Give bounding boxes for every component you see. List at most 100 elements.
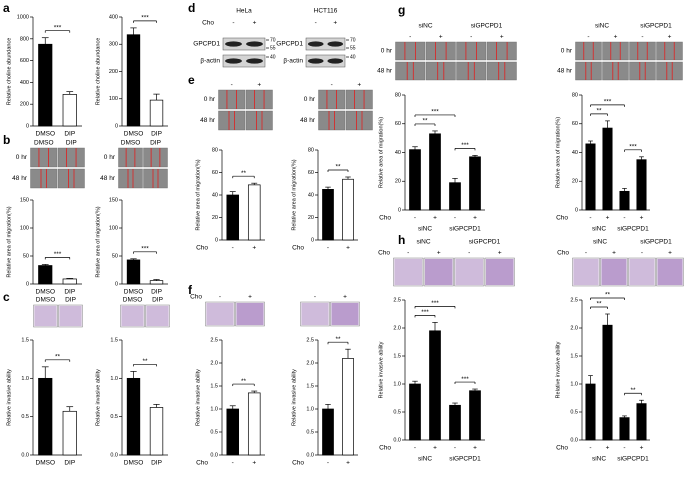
x-tick-label: -	[232, 245, 234, 252]
stain	[601, 259, 627, 285]
stain	[121, 306, 144, 326]
image-row-label: 0 hr	[204, 96, 216, 103]
micrograph	[318, 110, 346, 131]
stain	[629, 259, 655, 285]
y-tick-label: 0	[215, 237, 218, 243]
image-col-label: -	[470, 34, 472, 41]
micrograph	[575, 41, 602, 61]
marker-label: 70	[350, 37, 356, 43]
x-axis-label: Cho	[379, 215, 391, 222]
y-axis-label: Relative area of migration(%)	[555, 117, 561, 188]
cell-line: HCT116	[314, 8, 338, 15]
bar	[409, 383, 421, 441]
image-col-label: +	[500, 34, 504, 41]
y-tick-label: 0.0	[110, 452, 118, 458]
blot-band	[307, 58, 324, 64]
y-tick-label: 1.5	[570, 353, 578, 359]
y-tick-label: 2.5	[306, 337, 314, 343]
micrograph	[602, 61, 629, 81]
y-tick-label: 1.5	[21, 337, 29, 343]
micrograph	[58, 304, 83, 328]
bar	[322, 408, 334, 456]
y-tick-label: 0.5	[21, 414, 29, 420]
bar	[247, 392, 261, 456]
bar	[469, 156, 481, 211]
bar	[636, 403, 647, 441]
image-row-label: 0 hr	[104, 154, 116, 161]
micrograph	[318, 89, 346, 110]
bar	[449, 182, 461, 211]
group-label: siNC	[418, 226, 432, 233]
y-tick-label: 0.0	[21, 452, 29, 458]
micrograph	[143, 147, 168, 168]
x-tick-label: DIP	[64, 289, 75, 296]
image-col-label: DMSO	[121, 140, 141, 147]
blot-band	[225, 41, 242, 47]
image-group-label: siNC	[418, 23, 432, 30]
group-label: siNC	[418, 456, 432, 463]
x-axis-label: Cho	[379, 445, 391, 452]
bar	[149, 99, 164, 127]
x-tick-label: +	[606, 445, 610, 452]
cell-line: HeLa	[236, 8, 252, 15]
marker-label: 55	[270, 45, 276, 51]
y-axis-label: Relative invasive ability	[555, 341, 561, 398]
significance-label: ***	[141, 246, 149, 253]
y-tick-label: 0.5	[210, 429, 218, 435]
y-tick-label: 60	[395, 121, 401, 127]
condition: -	[232, 20, 234, 27]
image-row-label: 48 hr	[377, 68, 393, 75]
y-axis-label: Relative invasive ability	[95, 369, 101, 426]
y-tick-label: 400	[20, 80, 29, 86]
x-tick-label: -	[454, 215, 456, 222]
image-col-label: DIP	[152, 297, 163, 304]
treatment-label: Cho	[202, 20, 214, 27]
y-tick-label: 1.0	[393, 381, 401, 387]
group-label: siNC	[592, 226, 606, 233]
micrograph	[30, 147, 58, 168]
y-tick-label: 100	[20, 225, 29, 231]
x-tick-label: +	[640, 445, 644, 452]
x-tick-label: +	[473, 445, 477, 452]
micrograph	[629, 41, 656, 61]
y-tick-label: 0.5	[110, 414, 118, 420]
micrograph	[345, 110, 373, 131]
y-tick-label: 20	[212, 215, 218, 221]
x-tick-label: -	[414, 215, 416, 222]
micrograph	[300, 301, 330, 327]
y-tick-label: 0	[115, 123, 118, 129]
significance-label: ***	[431, 109, 439, 116]
y-tick-label: 200	[20, 102, 29, 108]
image-col-label: -	[219, 294, 221, 301]
y-tick-label: 1.5	[306, 383, 314, 389]
x-tick-label: -	[327, 460, 329, 467]
image-col-label: +	[668, 34, 672, 41]
micrograph	[454, 257, 485, 287]
micrograph	[120, 304, 145, 328]
x-tick-label: +	[346, 245, 350, 252]
y-tick-label: 40	[572, 150, 578, 156]
y-axis-label: Relative area of migration(%)	[6, 206, 12, 277]
y-tick-label: 0.0	[393, 437, 401, 443]
marker-label: 70	[270, 37, 276, 43]
blot	[222, 54, 266, 68]
image-row-label: 48 hr	[200, 117, 216, 124]
y-axis-label: Relative area of migration(%)	[378, 117, 384, 188]
image-col-label: +	[498, 250, 502, 257]
y-tick-label: 200	[109, 69, 118, 75]
y-tick-label: 2.5	[210, 337, 218, 343]
micrograph	[30, 168, 58, 189]
x-tick-label: DMSO	[36, 131, 56, 138]
panel-label: f	[188, 283, 193, 297]
stain	[455, 259, 483, 285]
micrograph	[235, 301, 265, 327]
x-tick-label: -	[589, 445, 591, 452]
y-tick-label: 60	[308, 170, 314, 176]
image-row-label: 48 hr	[300, 117, 316, 124]
group-label: siGPCPD1	[617, 226, 649, 233]
micrograph	[393, 257, 424, 287]
y-tick-label: 600	[20, 58, 29, 64]
micrograph	[456, 61, 487, 81]
image-group-label: siNC	[595, 23, 609, 30]
condition: -	[315, 20, 317, 27]
